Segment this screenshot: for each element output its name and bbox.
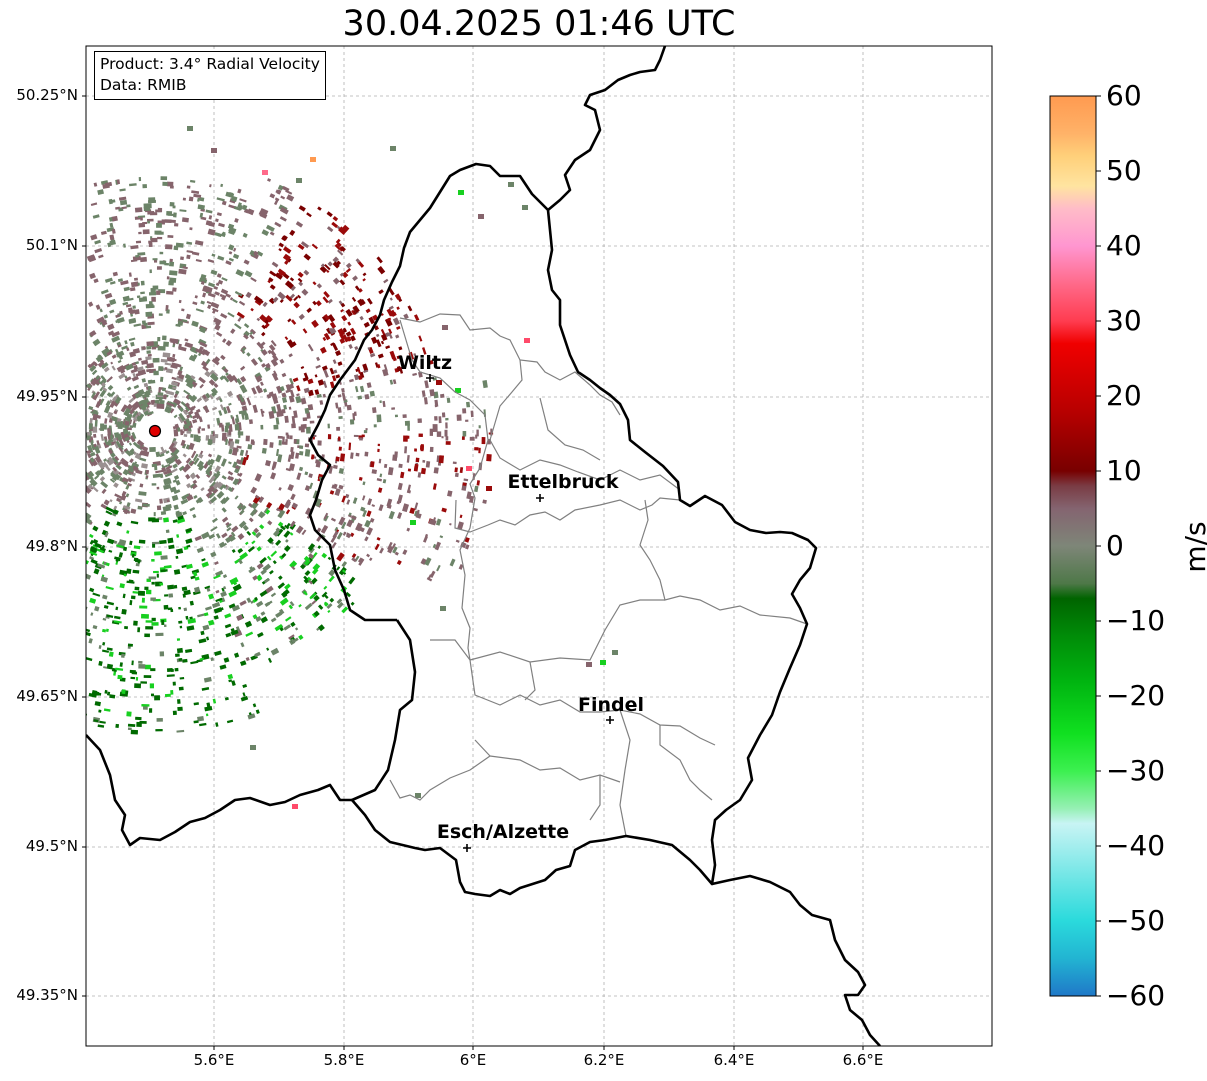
y-tick-label: 49.35°N: [16, 986, 78, 1004]
colorbar-tick-label: −30: [1106, 754, 1166, 787]
radar-site-marker: [148, 424, 162, 438]
x-tick-label: 5.6°E: [193, 1051, 235, 1069]
product-info-box: Product: 3.4° Radial Velocity Data: RMIB: [94, 51, 326, 100]
city-findel: Findel: [578, 694, 644, 724]
y-tick-label: 49.5°N: [25, 837, 78, 855]
colorbar-unit-label: m/s: [1179, 521, 1207, 573]
city-wiltz: Wiltz: [398, 352, 452, 382]
colorbar-tick-label: 30: [1106, 304, 1142, 337]
colorbar-tick-label: 10: [1106, 454, 1142, 487]
plot-area: [86, 46, 992, 1046]
y-tick-label: 50.25°N: [16, 86, 78, 104]
x-tick-label: 6.6°E: [842, 1051, 884, 1069]
colorbar-tick-label: −20: [1106, 679, 1166, 712]
colorbar-tick-label: −10: [1106, 604, 1166, 637]
colorbar-tick-label: 40: [1106, 229, 1142, 262]
city-markers: Wiltz Ettelbruck Findel Esch/Alzette: [398, 352, 644, 852]
radar-velocity-echoes: [86, 126, 618, 809]
colorbar: [1049, 95, 1097, 997]
colorbar-tick-label: −40: [1106, 829, 1166, 862]
colorbar-tick-label: 20: [1106, 379, 1142, 412]
colorbar-tick-label: 60: [1106, 79, 1142, 112]
y-tick-label: 49.8°N: [25, 537, 78, 555]
x-tick-label: 6°E: [459, 1051, 487, 1069]
x-tick-label: 6.4°E: [713, 1051, 755, 1069]
y-tick-label: 49.95°N: [16, 387, 78, 405]
colorbar-tick-label: −50: [1106, 904, 1166, 937]
product-label: Product: 3.4° Radial Velocity: [100, 55, 320, 73]
city-ettelbruck: Ettelbruck: [508, 471, 619, 502]
colorbar-tick-label: 50: [1106, 154, 1142, 187]
plot-frame: [85, 45, 993, 1047]
x-tick-label: 6.2°E: [583, 1051, 625, 1069]
city-label-esch-alzette: Esch/Alzette: [437, 821, 569, 843]
data-source-label: Data: RMIB: [100, 76, 187, 94]
city-esch-alzette: Esch/Alzette: [437, 821, 569, 852]
y-tick-label: 50.1°N: [25, 236, 78, 254]
city-label-ettelbruck: Ettelbruck: [508, 471, 619, 493]
axis-ticks: [82, 95, 864, 1050]
map-title: 30.04.2025 01:46 UTC: [342, 4, 736, 44]
colorbar-tick-label: 0: [1106, 529, 1124, 562]
city-label-findel: Findel: [578, 694, 644, 716]
colorbar-tick-label: −60: [1106, 979, 1166, 1012]
y-tick-label: 49.65°N: [16, 687, 78, 705]
country-borders: [86, 46, 881, 1046]
x-tick-label: 5.8°E: [323, 1051, 365, 1069]
city-label-wiltz: Wiltz: [398, 352, 452, 374]
district-boundaries: [389, 313, 808, 837]
colorbar-ticks: [1096, 95, 1101, 997]
